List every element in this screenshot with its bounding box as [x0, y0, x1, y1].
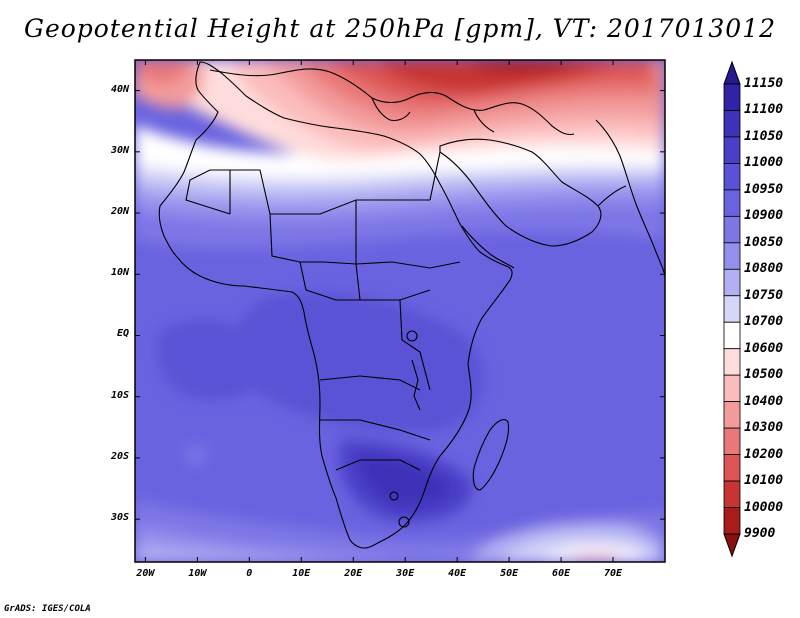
colorbar-level-label: 11150 — [744, 76, 783, 91]
colorbar-level-label: 11100 — [744, 102, 783, 117]
colorbar-level-label: 10750 — [744, 288, 783, 303]
colorbar-swatch — [724, 349, 740, 375]
colorbar-swatch — [724, 269, 740, 295]
lon-label: 0 — [229, 568, 269, 579]
lat-label: 20N — [93, 206, 129, 217]
colorbar-swatch — [724, 428, 740, 454]
colorbar-level-label: 9900 — [744, 526, 775, 541]
lat-label: EQ — [93, 328, 129, 339]
colorbar-level-label: 10100 — [744, 473, 783, 488]
colorbar-level-label: 10400 — [744, 394, 783, 409]
colorbar-swatch — [724, 163, 740, 189]
lon-label: 30E — [385, 568, 425, 579]
colorbar-swatch — [724, 216, 740, 242]
colorbar-level-label: 11050 — [744, 129, 783, 144]
colorbar-level-label: 10800 — [744, 261, 783, 276]
colorbar-top-arrow — [724, 62, 740, 84]
colorbar-level-label: 10500 — [744, 367, 783, 382]
colorbar-bottom-arrow — [724, 534, 740, 556]
colorbar-swatch — [724, 84, 740, 110]
colorbar-swatch — [724, 296, 740, 322]
lat-label: 10S — [93, 390, 129, 401]
lon-label: 10E — [281, 568, 321, 579]
colorbar-level-label: 10700 — [744, 314, 783, 329]
colorbar-level-label: 10900 — [744, 208, 783, 223]
lat-label: 30N — [93, 145, 129, 156]
colorbar-level-label: 10200 — [744, 447, 783, 462]
lon-label: 10W — [177, 568, 217, 579]
colorbar — [724, 62, 740, 556]
colorbar-level-label: 10950 — [744, 182, 783, 197]
colorbar-level-label: 10300 — [744, 420, 783, 435]
lon-label: 60E — [541, 568, 581, 579]
lat-label: 10N — [93, 267, 129, 278]
colorbar-swatch — [724, 110, 740, 136]
colorbar-swatch — [724, 508, 740, 534]
lat-label: 20S — [93, 451, 129, 462]
lat-label: 40N — [93, 84, 129, 95]
lon-label: 20W — [125, 568, 165, 579]
lon-label: 20E — [333, 568, 373, 579]
colorbar-swatch — [724, 322, 740, 348]
colorbar-level-label: 10600 — [744, 341, 783, 356]
lon-label: 70E — [593, 568, 633, 579]
colorbar-swatch — [724, 455, 740, 481]
lon-label: 40E — [437, 568, 477, 579]
colorbar-swatch — [724, 402, 740, 428]
lat-label: 30S — [93, 512, 129, 523]
colorbar-swatch — [724, 375, 740, 401]
colorbar-swatch — [724, 481, 740, 507]
colorbar-level-label: 10850 — [744, 235, 783, 250]
credit-text: GrADS: IGES/COLA — [4, 604, 91, 614]
colorbar-swatch — [724, 243, 740, 269]
colorbar-swatch — [724, 137, 740, 163]
colorbar-level-label: 11000 — [744, 155, 783, 170]
colorbar-swatch — [724, 190, 740, 216]
colorbar-level-label: 10000 — [744, 500, 783, 515]
lon-label: 50E — [489, 568, 529, 579]
